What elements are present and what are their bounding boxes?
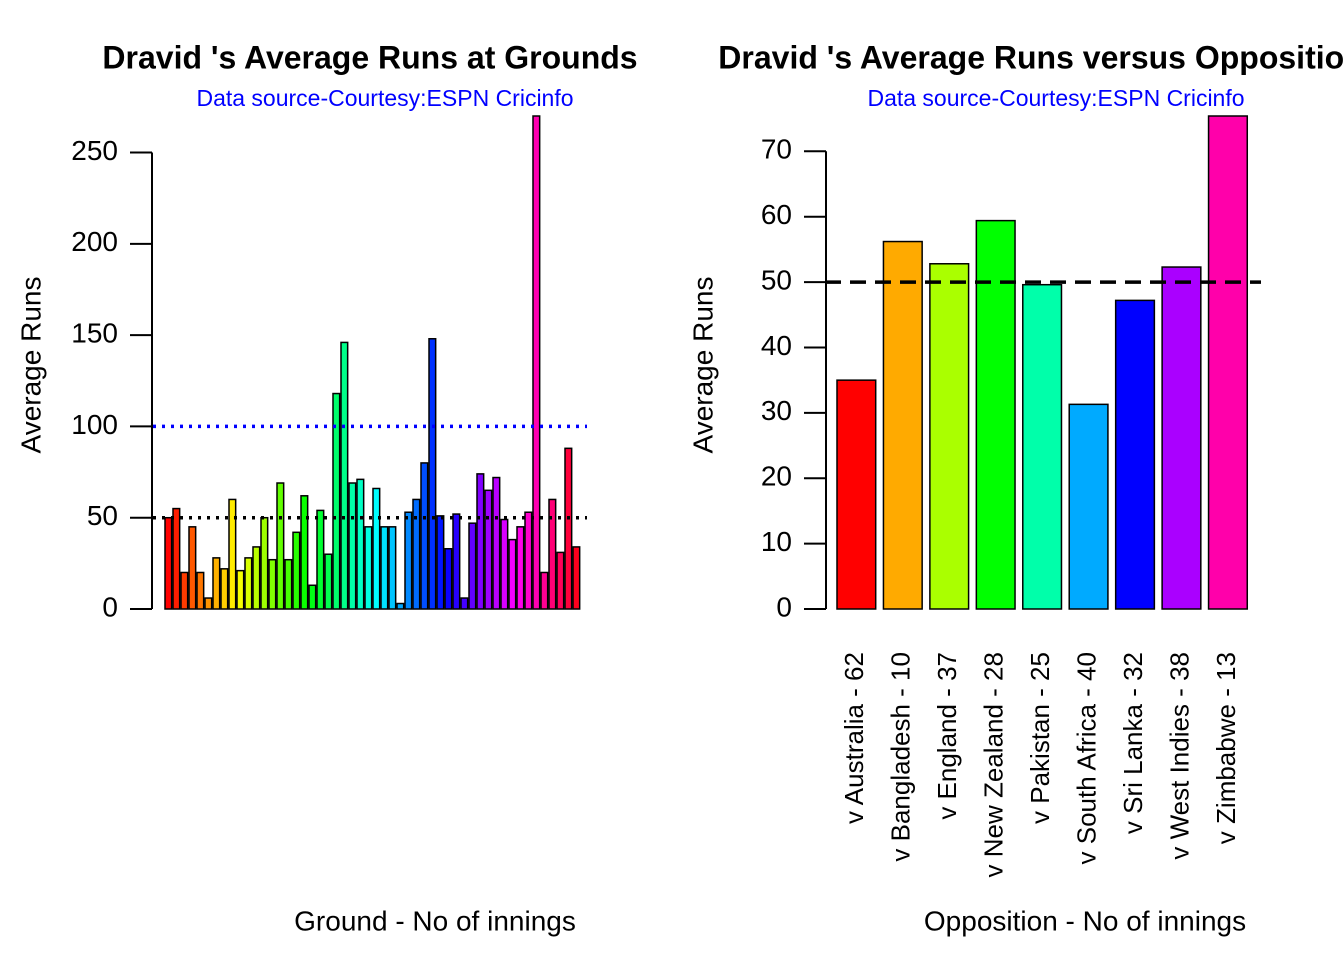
bar — [460, 597, 469, 610]
y-tick-label: 40 — [761, 330, 792, 361]
y-tick-label: 20 — [761, 461, 792, 492]
y-tick-label: 0 — [776, 591, 792, 622]
bar — [484, 489, 493, 610]
bar — [929, 263, 970, 610]
bar — [340, 341, 349, 610]
subtitle: Data source-Courtesy:ESPN Cricinfo — [867, 85, 1244, 111]
bar — [172, 507, 181, 610]
bar — [324, 553, 333, 610]
bar — [1161, 266, 1202, 610]
bar — [220, 568, 229, 610]
bar — [428, 338, 437, 610]
bar — [572, 546, 581, 610]
bar — [164, 516, 173, 610]
bar — [396, 602, 405, 610]
bar — [524, 511, 533, 610]
bar — [882, 240, 923, 610]
bar — [476, 473, 485, 610]
bar — [500, 518, 509, 610]
bar — [292, 531, 301, 610]
subtitle: Data source-Courtesy:ESPN Cricinfo — [196, 85, 573, 111]
x-tick-label: v Australia - 62 — [839, 652, 869, 824]
x-axis-label: Ground - No of innings — [294, 905, 576, 936]
bar — [420, 462, 429, 610]
bar — [372, 487, 381, 610]
y-tick-label: 250 — [71, 135, 118, 166]
bar — [548, 498, 557, 610]
y-tick-label: 200 — [71, 226, 118, 257]
bar — [188, 526, 197, 610]
bar — [564, 447, 573, 610]
bar — [268, 558, 277, 610]
y-tick-label: 70 — [761, 134, 792, 165]
bar — [404, 511, 413, 610]
bar — [316, 509, 325, 610]
y-tick-label: 50 — [87, 500, 118, 531]
bar — [540, 571, 549, 610]
y-tick-label: 150 — [71, 318, 118, 349]
y-axis-label: Average Runs — [687, 277, 718, 454]
x-tick-label: v West Indies - 38 — [1164, 652, 1194, 860]
bar — [492, 476, 501, 610]
bar — [204, 597, 213, 610]
y-tick-label: 0 — [102, 591, 118, 622]
bar — [975, 219, 1016, 610]
bar — [556, 551, 565, 610]
bar — [252, 546, 261, 610]
y-tick-label: 60 — [761, 199, 792, 230]
bar — [1068, 403, 1109, 610]
x-tick-label: v South Africa - 40 — [1071, 652, 1101, 864]
bar — [276, 482, 285, 610]
bar — [236, 569, 245, 610]
bar — [228, 498, 237, 610]
bar — [412, 498, 421, 610]
x-axis-label: Opposition - No of innings — [924, 905, 1246, 936]
bar — [332, 392, 341, 610]
bar — [196, 571, 205, 610]
bar — [836, 379, 877, 610]
bar — [1022, 283, 1063, 610]
x-tick-label: v Bangladesh - 10 — [886, 652, 916, 862]
y-tick-label: 50 — [761, 264, 792, 295]
bar — [468, 522, 477, 610]
bar — [180, 571, 189, 610]
bar — [388, 526, 397, 610]
y-tick-label: 10 — [761, 526, 792, 557]
bar — [284, 558, 293, 610]
bar — [1114, 299, 1156, 610]
chart-title: Dravid 's Average Runs at Grounds — [102, 39, 637, 75]
bar — [516, 526, 525, 610]
bar — [300, 495, 309, 610]
bar — [508, 538, 517, 610]
x-tick-label: v New Zealand - 28 — [979, 652, 1009, 877]
bar — [452, 513, 461, 610]
bar — [364, 526, 373, 610]
bar — [356, 478, 365, 610]
chart-title: Dravid 's Average Runs versus Opposition — [718, 39, 1344, 75]
bar — [436, 515, 445, 610]
bar — [1207, 115, 1249, 610]
bar — [380, 526, 389, 610]
x-tick-label: v Zimbabwe - 13 — [1211, 652, 1241, 844]
bar — [244, 557, 253, 610]
x-tick-label: v Pakistan - 25 — [1025, 652, 1055, 824]
bar — [260, 516, 269, 610]
bar — [444, 547, 453, 610]
y-tick-label: 100 — [71, 409, 118, 440]
bar — [308, 584, 317, 610]
y-axis-label: Average Runs — [15, 277, 46, 454]
y-tick-label: 30 — [761, 395, 792, 426]
bar — [532, 115, 541, 610]
x-tick-label: v England - 37 — [932, 652, 962, 820]
x-tick-label: v Sri Lanka - 32 — [1118, 652, 1148, 834]
bar — [348, 482, 357, 610]
bar — [212, 557, 221, 610]
